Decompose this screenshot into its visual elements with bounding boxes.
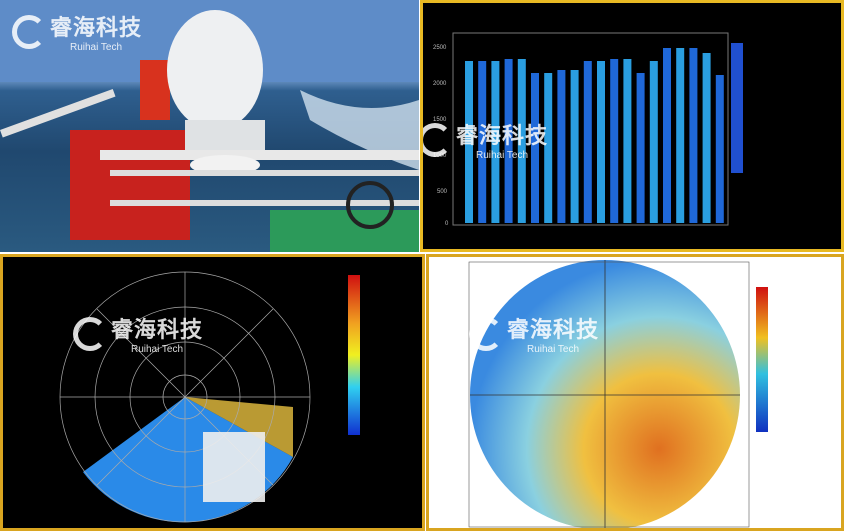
y-tick: 2000 [433,81,447,87]
y-tick: 500 [437,189,448,195]
color-bar [731,43,743,173]
ship-lidar-photo: 睿海科技 Ruihai Tech [0,0,419,252]
color-bar [756,287,768,432]
profile-stripe [649,61,658,223]
y-tick: 0 [445,221,449,227]
height-time-chart-panel: 2500 2000 1500 1000 500 0 睿海科技 Ruihai Tec… [420,0,844,252]
info-tooltip [203,432,265,502]
profile-stripe [504,59,513,223]
profile-stripe [676,48,685,223]
y-tick: 1000 [433,153,447,159]
polar-scan-panel-right: 睿海科技 Ruihai Tech [426,254,844,531]
profile-stripe [583,61,592,223]
height-time-plot [452,32,743,226]
profile-stripe [531,73,539,223]
polar-scan-panel-left: 睿海科技 Ruihai Tech [0,254,425,531]
profile-stripe [597,61,605,223]
profile-stripe [636,73,645,223]
profile-stripe [491,61,500,223]
profile-stripe [715,75,724,223]
profile-stripe [465,61,473,223]
profile-stripe [478,61,487,223]
profile-stripe [570,70,579,223]
y-tick: 2500 [433,45,447,51]
plot-frame [452,32,729,226]
ship-deck-illustration [0,0,419,252]
profile-stripe [544,73,553,223]
profile-stripe [610,59,619,223]
profile-stripe [689,48,698,223]
profile-stripe [557,70,566,223]
polar-wind-plot [468,260,768,528]
polar-scan-plot [59,271,360,523]
profile-stripe [663,48,671,223]
color-bar [348,275,360,435]
profile-stripe [702,53,711,223]
profile-stripe [623,59,632,223]
y-tick: 1500 [433,117,447,123]
profile-stripe [517,59,526,223]
